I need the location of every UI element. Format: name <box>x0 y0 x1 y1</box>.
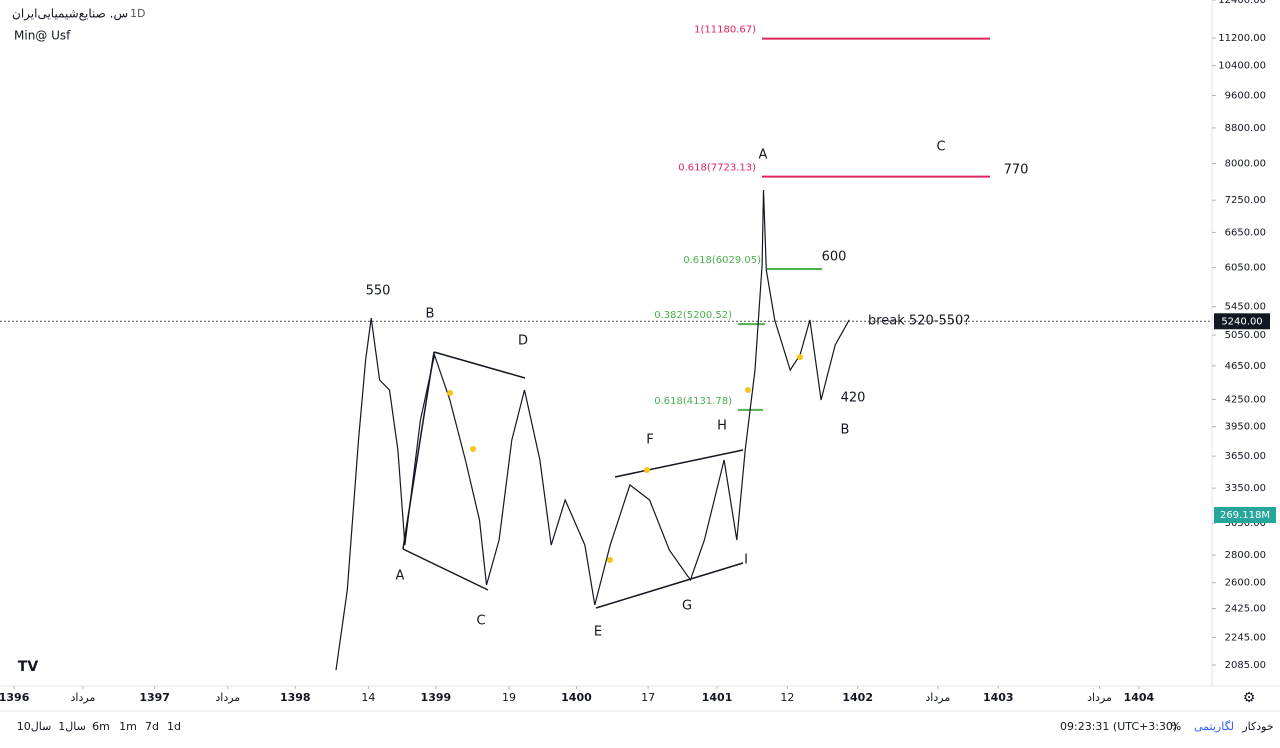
marker-dot <box>470 446 476 452</box>
volume-tag <box>1214 507 1276 523</box>
x-tick-label: 1403 <box>983 691 1014 704</box>
x-tick-label: 14 <box>361 691 375 704</box>
logo: TV <box>18 659 39 675</box>
x-tick-label: 1396 <box>0 691 30 704</box>
marker-dot <box>447 390 453 396</box>
fib-label: 0.618(4131.78) <box>654 396 732 407</box>
range-button[interactable]: 10سال <box>17 720 52 733</box>
marker-dot <box>607 557 613 563</box>
y-tick-label: 6050.00 <box>1225 263 1266 274</box>
trendline <box>614 449 744 478</box>
annotation: C <box>936 140 945 155</box>
marker-dot <box>745 387 751 393</box>
y-tick-label: 5050.00 <box>1225 330 1266 341</box>
x-tick-label: 1402 <box>842 691 873 704</box>
y-tick-label: 3050.00 <box>1225 518 1266 529</box>
y-tick-label: 2245.00 <box>1225 632 1266 643</box>
fib-label: 1(11180.67) <box>694 25 756 36</box>
marker-dot <box>644 467 650 473</box>
y-tick-label: 12400.00 <box>1218 0 1266 6</box>
annotation: 550 <box>366 284 391 299</box>
percent-toggle[interactable]: % <box>1171 720 1181 733</box>
y-tick-label: 4650.00 <box>1225 361 1266 372</box>
y-tick-label: 7250.00 <box>1225 195 1266 206</box>
current-price-label: 5240.00 <box>1221 316 1262 327</box>
y-tick-label: 3650.00 <box>1225 451 1266 462</box>
range-button[interactable]: 1m <box>119 720 137 733</box>
fib-label: 0.618(6029.05) <box>683 255 761 266</box>
y-tick-label: 11200.00 <box>1218 33 1266 44</box>
fib-label: 0.382(5200.52) <box>654 310 732 321</box>
y-tick-label: 8000.00 <box>1225 158 1266 169</box>
y-tick-label: 2085.00 <box>1225 660 1266 671</box>
price-line <box>335 189 850 671</box>
auto-toggle[interactable]: خودکار <box>1241 720 1273 733</box>
trendline <box>402 548 489 591</box>
y-tick-label: 3350.00 <box>1225 483 1266 494</box>
x-tick-label: مرداد <box>1087 691 1112 704</box>
annotation: 420 <box>841 391 866 406</box>
x-tick-label: 1397 <box>139 691 170 704</box>
x-tick-label: 17 <box>641 691 655 704</box>
annotation: A <box>396 569 405 584</box>
x-tick-label: مرداد <box>71 691 96 704</box>
annotation: F <box>646 433 653 448</box>
fib-label: 0.618(7723.13) <box>678 163 756 174</box>
y-tick-label: 6650.00 <box>1225 227 1266 238</box>
annotation: I <box>744 553 748 568</box>
trendline <box>595 562 744 609</box>
x-tick-label: 19 <box>502 691 516 704</box>
settings[interactable]: ⚙ <box>1243 690 1256 706</box>
range-button[interactable]: 1d <box>167 720 181 733</box>
annotation: 600 <box>822 250 847 265</box>
x-tick-label: 1400 <box>561 691 592 704</box>
range-button[interactable]: 1سال <box>58 720 86 733</box>
annotation: D <box>518 334 528 349</box>
y-tick-label: 5450.00 <box>1225 302 1266 313</box>
indicator: Min@ Usf <box>14 29 71 43</box>
annotation: E <box>594 625 602 640</box>
y-tick-label: 2800.00 <box>1225 550 1266 561</box>
symbol: س. صنایع‌شیمیایی‌ایران <box>12 7 128 22</box>
y-tick-label: 3950.00 <box>1225 422 1266 433</box>
y-tick-label: 10400.00 <box>1218 61 1266 72</box>
x-tick-label: 1399 <box>421 691 452 704</box>
annotation: B <box>841 423 850 438</box>
log-toggle[interactable]: لگاریتمی <box>1194 720 1234 733</box>
x-tick-label: 1398 <box>280 691 311 704</box>
x-tick-label: مرداد <box>215 691 240 704</box>
y-tick-label: 4250.00 <box>1225 394 1266 405</box>
annotation: 770 <box>1004 163 1029 178</box>
x-tick-label: 1404 <box>1124 691 1155 704</box>
x-tick-label: مرداد <box>925 691 950 704</box>
annotation: H <box>717 419 727 434</box>
y-tick-label: 9600.00 <box>1225 90 1266 101</box>
y-tick-label: 8800.00 <box>1225 123 1266 134</box>
annotation: break 520-550? <box>868 314 970 329</box>
x-tick-label: 1401 <box>702 691 733 704</box>
range-button[interactable]: 7d <box>145 720 159 733</box>
y-tick-label: 2425.00 <box>1225 604 1266 615</box>
current-price-tag <box>1214 313 1270 330</box>
volume-label: 269.118M <box>1220 510 1270 521</box>
annotation: C <box>476 614 485 629</box>
clock: 09:23:31 (UTC+3:30) <box>1060 720 1177 733</box>
annotation: G <box>682 599 692 614</box>
marker-dot <box>797 354 803 360</box>
x-tick-label: 12 <box>780 691 794 704</box>
interval: 1D <box>130 7 145 20</box>
y-tick-label: 2600.00 <box>1225 578 1266 589</box>
trendline <box>433 351 526 379</box>
range-button[interactable]: 6m <box>92 720 110 733</box>
annotation: B <box>426 307 435 322</box>
annotation: A <box>759 148 768 163</box>
